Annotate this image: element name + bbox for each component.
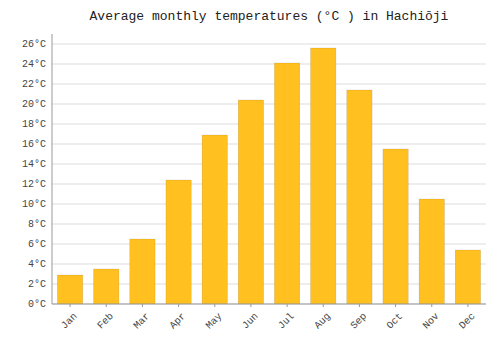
bar — [274, 63, 299, 304]
grid-line — [52, 64, 486, 65]
x-tick-label: May — [204, 311, 225, 332]
y-tick-label: 20°C — [22, 99, 46, 110]
y-tick-labels: 0°C 2°C 4°C 6°C 8°C 10°C 12°C 14°C 16°C 18°C 20°C 2… — [22, 39, 46, 310]
chart: 0°C 2°C 4°C 6°C 8°C 10°C 12°C 14°C 16°C 18°C 20°C 2… — [0, 0, 500, 350]
x-tick — [250, 304, 251, 307]
y-tick-label: 8°C — [28, 219, 46, 230]
y-tick-label: 10°C — [22, 199, 46, 210]
grid-line — [52, 304, 486, 305]
x-tick — [106, 304, 107, 307]
x-tick-label: Nov — [421, 311, 442, 332]
bar — [166, 180, 191, 304]
bar — [94, 269, 119, 304]
bar — [57, 275, 82, 304]
title: Average monthly temperatures (°C ) in Ha… — [90, 9, 449, 24]
x-tick — [178, 304, 179, 307]
x-tick — [395, 304, 396, 307]
grid-line — [52, 104, 486, 105]
x-tick — [467, 304, 468, 307]
y-axis-line — [52, 34, 53, 304]
x-tick — [323, 304, 324, 307]
y-tick-label: 14°C — [22, 159, 46, 170]
grid-line — [52, 84, 486, 85]
y-grid — [52, 44, 486, 304]
y-tick-label: 26°C — [22, 39, 46, 50]
x-tick-label: Dec — [457, 311, 478, 332]
x-tick-label: Jun — [240, 311, 261, 332]
y-tick-label: 0°C — [28, 299, 46, 310]
y-tick-label: 12°C — [22, 179, 46, 190]
x-tick-label: Feb — [95, 311, 116, 332]
x-tick-label: Aug — [312, 311, 333, 332]
x-tick-label: Jan — [59, 311, 80, 332]
y-tick-label: 2°C — [28, 279, 46, 290]
x-tick-labels: Jan Feb Mar Apr May Jun Jul Aug Sep Oct Nov Dec — [59, 304, 477, 331]
x-tick — [287, 304, 288, 307]
x-tick-label: Apr — [168, 311, 189, 332]
y-tick-label: 6°C — [28, 239, 46, 250]
x-tick-label: Mar — [132, 311, 153, 332]
x-tick — [214, 304, 215, 307]
y-tick-label: 18°C — [22, 119, 46, 130]
bar — [238, 100, 263, 304]
y-tick-label: 16°C — [22, 139, 46, 150]
bar — [455, 250, 480, 304]
y-tick-label: 4°C — [28, 259, 46, 270]
bar — [311, 48, 336, 304]
bar — [347, 90, 372, 304]
x-tick — [431, 304, 432, 307]
bar — [130, 239, 155, 304]
grid-line — [52, 184, 486, 185]
y-tick-label: 24°C — [22, 59, 46, 70]
x-tick — [142, 304, 143, 307]
x-tick — [359, 304, 360, 307]
bar — [202, 135, 227, 304]
x-axis-line — [52, 304, 486, 305]
grid-line — [52, 124, 486, 125]
y-tick-label: 22°C — [22, 79, 46, 90]
grid-line — [52, 144, 486, 145]
bars — [57, 48, 480, 304]
grid-line — [52, 44, 486, 45]
x-tick-label: Sep — [349, 311, 370, 332]
grid-line — [52, 164, 486, 165]
bar — [383, 149, 408, 304]
x-tick-label: Jul — [276, 311, 297, 332]
x-tick — [70, 304, 71, 307]
x-tick-label: Oct — [385, 311, 406, 332]
bar — [419, 199, 444, 304]
